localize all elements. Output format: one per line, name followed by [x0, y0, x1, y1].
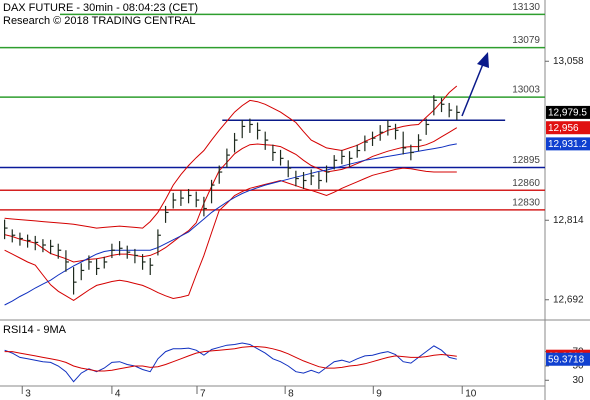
x-tick-label: 4 — [115, 389, 121, 400]
chart-subtitle: Research © 2018 TRADING CENTRAL — [3, 15, 196, 27]
rsi-title: RSI14 - 9MA — [3, 324, 67, 336]
price-tag — [546, 121, 590, 135]
y-tick-label: 50 — [572, 361, 584, 372]
level-label: 13130 — [512, 2, 540, 13]
level-label: 12895 — [512, 155, 540, 166]
level-label: 13003 — [512, 85, 540, 96]
indicator-line — [4, 85, 458, 229]
indicator-line — [4, 143, 457, 306]
price-tag-label: 12,956 — [548, 123, 579, 134]
rsi-line — [4, 342, 457, 383]
price-tag — [546, 352, 590, 366]
rsi-line — [4, 346, 457, 372]
y-tick-label: 12,692 — [553, 294, 584, 305]
price-tag-label: 12,979.5 — [548, 108, 587, 119]
price-tag-label: 59.3718 — [548, 354, 585, 365]
x-tick-label: 8 — [288, 389, 294, 400]
level-label: 12860 — [512, 178, 540, 189]
x-tick-label: 9 — [376, 389, 382, 400]
level-label: 12830 — [512, 197, 540, 208]
y-tick-label: 12,814 — [553, 215, 584, 226]
x-tick-label: 3 — [25, 389, 31, 400]
x-tick-label: 7 — [200, 389, 206, 400]
y-tick-label: 30 — [572, 375, 584, 386]
chart-title: DAX FUTURE - 30min - 08:04:23 (CET) — [3, 2, 198, 14]
price-tag — [546, 105, 590, 119]
price-tag — [546, 137, 590, 151]
x-tick-label: 10 — [465, 389, 477, 400]
indicator-line — [4, 127, 458, 263]
price-tag-label: 12,931.2 — [548, 139, 587, 150]
projection-arrow — [461, 52, 489, 117]
level-label: 13079 — [512, 35, 540, 46]
y-tick-label: 13,058 — [553, 56, 584, 67]
